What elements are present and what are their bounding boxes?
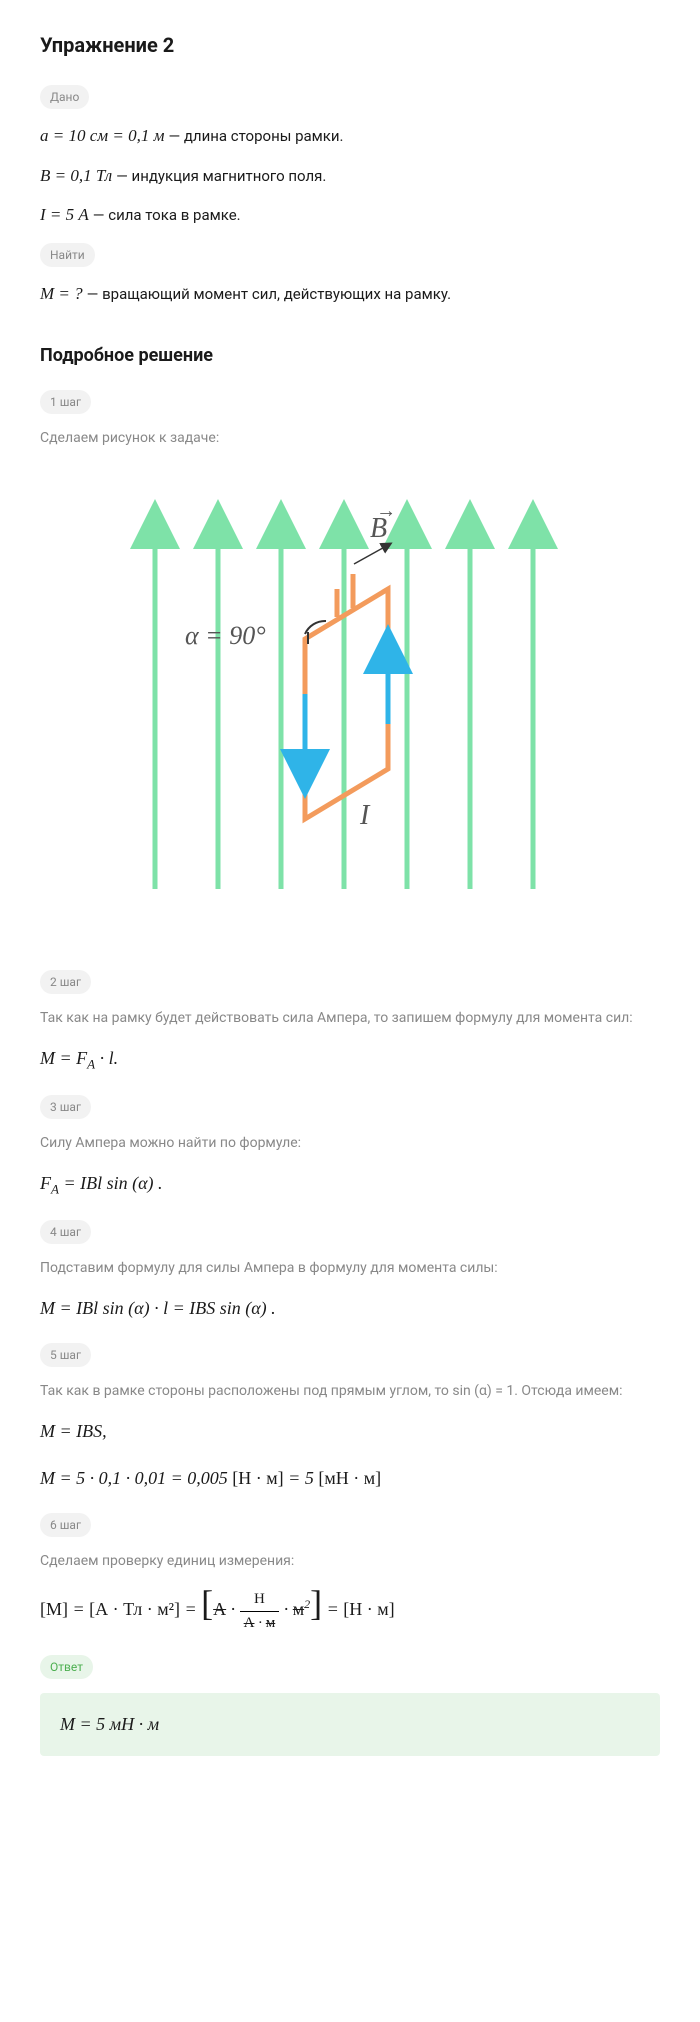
given-desc-2: — индукция магнитного поля.: [116, 165, 326, 188]
step-badge: 5 шаг: [40, 1343, 91, 1367]
step-text: Подставим формулу для силы Ампера в форм…: [40, 1258, 660, 1279]
given-badge: Дано: [40, 85, 89, 109]
formula: M = IBS,: [40, 1418, 660, 1445]
given-formula-3: I = 5 А: [40, 202, 89, 228]
solution-title: Подробное решение: [40, 342, 660, 369]
given-formula-2: B = 0,1 Тл: [40, 163, 112, 189]
answer-box: M = 5 мН · м: [40, 1693, 660, 1756]
step-badge: 1 шаг: [40, 390, 91, 414]
find-formula: M = ?: [40, 281, 83, 307]
physics-diagram: B → α = 90° I: [90, 469, 610, 929]
given-line-3: I = 5 А — сила тока в рамке.: [40, 202, 660, 228]
formula: FA = IBl sin (α) .: [40, 1170, 660, 1199]
given-line-2: B = 0,1 Тл — индукция магнитного поля.: [40, 163, 660, 189]
step-badge: 6 шаг: [40, 1513, 91, 1537]
formula: M = FA · l.: [40, 1045, 660, 1074]
step-text: Так как на рамку будет действовать сила …: [40, 1008, 660, 1029]
dim-check-formula: [M] = [А · Тл · м²] = [А · НА · м · м2] …: [40, 1588, 660, 1634]
step-badge: 2 шаг: [40, 970, 91, 994]
svg-text:α = 90°: α = 90°: [185, 621, 266, 650]
find-desc: — вращающий момент сил, действующих на р…: [87, 283, 451, 306]
step-text: Сделаем рисунок к задаче:: [40, 428, 660, 449]
find-badge: Найти: [40, 243, 95, 267]
given-desc-1: — длина стороны рамки.: [168, 125, 343, 148]
formula: M = 5 · 0,1 · 0,01 = 0,005 [Н · м] = 5 […: [40, 1465, 660, 1492]
svg-text:I: I: [359, 800, 371, 831]
answer-badge: Ответ: [40, 1655, 93, 1679]
given-formula-1: a = 10 см = 0,1 м: [40, 123, 164, 149]
step-text: Силу Ампера можно найти по формуле:: [40, 1133, 660, 1154]
step-text: Так как в рамке стороны расположены под …: [40, 1381, 660, 1402]
exercise-title: Упражнение 2: [40, 30, 660, 60]
step-text: Сделаем проверку единиц измерения:: [40, 1551, 660, 1572]
svg-text:B →: B →: [370, 500, 396, 544]
step-badge: 4 шаг: [40, 1220, 91, 1244]
find-line: M = ? — вращающий момент сил, действующи…: [40, 281, 660, 307]
formula: M = IBl sin (α) · l = IBS sin (α) .: [40, 1295, 660, 1322]
given-line-1: a = 10 см = 0,1 м — длина стороны рамки.: [40, 123, 660, 149]
step-badge: 3 шаг: [40, 1095, 91, 1119]
given-desc-3: — сила тока в рамке.: [93, 204, 241, 227]
